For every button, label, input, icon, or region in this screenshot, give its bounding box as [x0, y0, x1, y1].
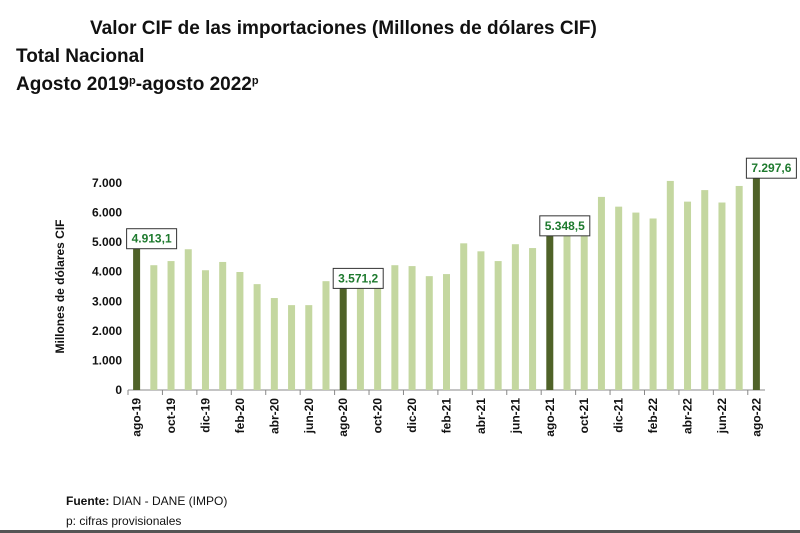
x-tick-label: oct-21: [577, 398, 591, 434]
chart-subtitle-region: Total Nacional: [16, 46, 145, 67]
bar-dic-19: [201, 270, 209, 390]
x-tick-label: feb-22: [646, 398, 660, 434]
provisional-note: p: cifras provisionales: [66, 514, 182, 528]
y-tick-label: 0: [115, 383, 122, 397]
y-tick-label: 4.000: [92, 265, 122, 279]
y-tick-label: 7.000: [92, 176, 122, 190]
bar-feb-20: [236, 272, 244, 390]
bar-mar-20: [253, 284, 261, 390]
x-tick-label: ago-19: [130, 398, 144, 437]
x-tick-label: abr-21: [474, 398, 488, 434]
bar-ene-20: [219, 261, 227, 390]
source-note: Fuente: DIAN - DANE (IMPO): [66, 494, 227, 508]
bar-dic-21: [615, 206, 623, 390]
bar-may-22: [701, 190, 709, 390]
bar-ene-21: [425, 276, 433, 390]
x-tick-label: oct-19: [164, 398, 178, 434]
x-tick-label: abr-22: [681, 398, 695, 434]
bar-ago-19: [133, 244, 141, 390]
x-tick-label: jun-22: [715, 398, 729, 435]
period-end: -agosto 2022: [135, 74, 252, 95]
data-label-box: [332, 267, 384, 289]
data-label: 4.913,1: [132, 232, 172, 246]
bar-jun-20: [305, 305, 313, 390]
bar-oct-21: [580, 218, 588, 390]
bar-nov-20: [391, 265, 399, 390]
bar-ago-20: [339, 284, 347, 390]
data-label-box: [745, 157, 797, 179]
x-tick-label: jun-21: [508, 398, 522, 435]
chart-title: Valor CIF de las importaciones (Millones…: [90, 18, 597, 39]
bar-sep-21: [563, 228, 571, 390]
y-axis-label: Millones de dólares CIF: [53, 219, 67, 353]
bottom-border: [0, 530, 800, 533]
bar-jul-22: [735, 185, 743, 390]
bar-nov-19: [184, 249, 192, 390]
bar-jul-21: [529, 248, 537, 390]
bar-sep-20: [356, 286, 364, 390]
x-tick-label: dic-19: [198, 398, 212, 433]
bar-jul-20: [322, 281, 330, 390]
x-tick-label: feb-21: [440, 398, 454, 434]
x-tick-label: ago-22: [749, 398, 763, 437]
x-tick-label: dic-21: [612, 398, 626, 433]
bar-mar-21: [460, 243, 468, 390]
y-tick-label: 3.000: [92, 294, 122, 308]
bar-jun-22: [718, 202, 726, 390]
data-label-box: [539, 215, 591, 237]
bar-sep-19: [150, 265, 158, 390]
bar-feb-22: [649, 218, 657, 390]
x-tick-label: jun-20: [302, 398, 316, 435]
bar-dic-20: [408, 266, 416, 390]
bar-feb-21: [443, 274, 450, 390]
x-tick-label: oct-20: [371, 398, 385, 434]
data-label: 3.571,2: [338, 271, 378, 285]
data-label: 7.297,6: [751, 161, 791, 175]
bar-ago-22: [752, 174, 760, 390]
data-label-box: [126, 228, 178, 250]
bar-may-21: [494, 261, 502, 390]
x-tick-label: ago-21: [543, 398, 557, 437]
bar-oct-20: [374, 279, 382, 390]
bar-ene-22: [632, 212, 640, 390]
bar-jun-21: [511, 244, 519, 390]
source-text: DIAN - DANE (IMPO): [109, 494, 228, 508]
x-tick-label: abr-20: [267, 398, 281, 434]
data-label: 5.348,5: [545, 219, 585, 233]
bar-mar-22: [666, 180, 674, 390]
bar-oct-19: [167, 261, 175, 390]
bar-may-20: [288, 305, 296, 390]
y-tick-label: 1.000: [92, 353, 122, 367]
bar-abr-22: [684, 201, 692, 390]
x-tick-label: ago-20: [336, 398, 350, 437]
y-tick-label: 2.000: [92, 324, 122, 338]
bar-abr-21: [477, 251, 485, 390]
provisional-mark: p: [128, 75, 136, 87]
bar-abr-20: [270, 298, 278, 390]
chart-subtitle-period: Agosto 2019p-agosto 2022p: [16, 74, 259, 96]
provisional-mark: p: [251, 75, 259, 87]
period-start: Agosto 2019: [16, 74, 129, 95]
y-tick-label: 5.000: [92, 235, 122, 249]
x-tick-label: feb-20: [233, 398, 247, 434]
bar-nov-21: [597, 196, 605, 390]
x-tick-label: dic-20: [405, 398, 419, 433]
source-label: Fuente:: [66, 494, 110, 508]
bar-ago-21: [546, 231, 554, 390]
y-tick-label: 6.000: [92, 206, 122, 220]
